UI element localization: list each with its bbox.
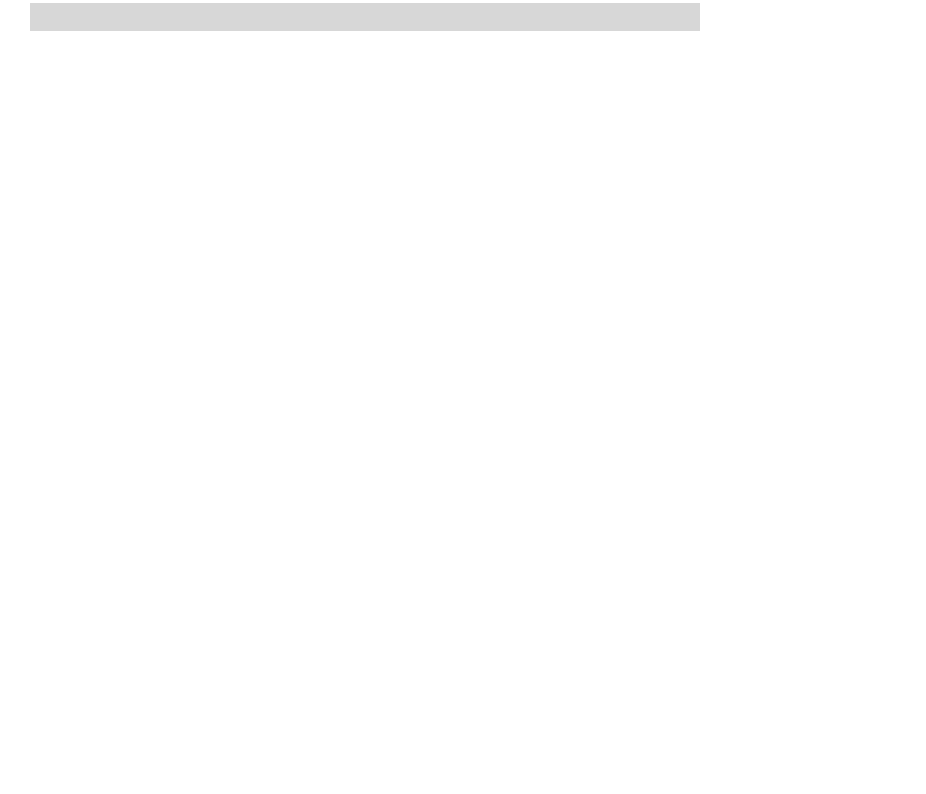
title-banner xyxy=(30,3,700,31)
